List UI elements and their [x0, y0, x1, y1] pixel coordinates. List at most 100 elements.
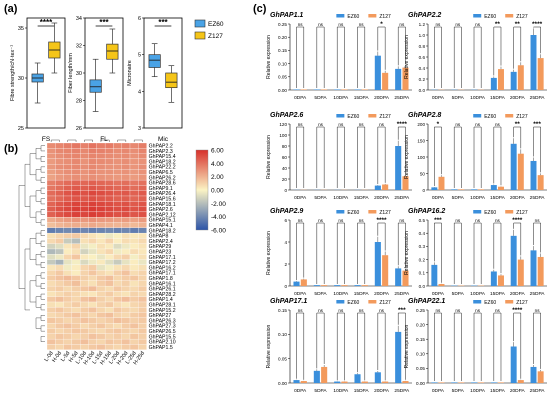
sig-bracket: [397, 126, 406, 174]
x-tick-label: 5DPA: [452, 95, 465, 101]
colorbar-tick-label: 4.00: [211, 161, 224, 168]
heatmap-cell: [71, 179, 81, 186]
legend-label-Z127: Z127: [516, 14, 528, 20]
heatmap-cell: [96, 333, 106, 340]
heatmap-cell: [55, 254, 64, 260]
y-tick-label: 0.25: [416, 308, 425, 313]
sig-marker: ns: [338, 122, 344, 127]
heatmap-cell: [138, 344, 147, 350]
heatmap-cell: [63, 275, 73, 281]
heatmap-cell: [129, 195, 139, 202]
heatmap-cell: [121, 217, 131, 223]
heatmap-cell: [55, 317, 64, 324]
heatmap-cell: [129, 248, 139, 255]
bar-Z127: [498, 186, 504, 190]
sig-bracket: [434, 222, 442, 283]
heatmap-cell: [46, 217, 56, 223]
heatmap-cell: [96, 243, 106, 250]
legend-label-Z127: Z127: [379, 300, 391, 306]
bar-EZ60: [471, 382, 477, 383]
heatmap-cell: [121, 301, 131, 308]
heatmap-cell: [55, 338, 64, 345]
box-Z127: [106, 43, 119, 60]
bar-Z127: [321, 89, 328, 90]
heatmap-row-label: GhPAP26.4: [149, 191, 176, 197]
bar-EZ60: [313, 285, 320, 286]
legend-label-Z127: Z127: [208, 33, 223, 40]
heatmap-cell: [46, 333, 56, 340]
sig-marker: ns: [379, 308, 385, 313]
legend-swatch-EZ60: [194, 19, 206, 28]
sig-marker: ns: [475, 218, 481, 223]
sig-marker: ns: [318, 218, 324, 223]
sig-marker: ns: [298, 308, 304, 313]
heatmap-row-label: GhPAP27.3: [149, 324, 176, 330]
heatmap-row-label: GhPAP2.6: [149, 207, 173, 213]
heatmap-row-label: GhPAP17.1: [149, 255, 176, 261]
sig-bracket: [434, 126, 442, 187]
x-tick-label: 25DPA: [394, 95, 410, 101]
y-tick-label: 25: [18, 126, 24, 132]
heatmap-row-label: GhPAP26.1: [149, 287, 176, 293]
y-tick-label: 150: [417, 138, 425, 143]
heatmap-cell: [104, 195, 114, 202]
sig-bracket: [296, 222, 305, 281]
heatmap-cell: [113, 158, 122, 165]
y-tick-label: 30: [18, 76, 24, 82]
bar-Z127: [402, 67, 409, 90]
bar-Z127: [438, 284, 445, 286]
heatmap-cell: [96, 317, 106, 324]
heatmap-cell: [55, 323, 64, 329]
y-tick-label: 0.15: [278, 308, 287, 313]
x-axis-label: FS: [42, 136, 51, 143]
y-tick-label: 0.6: [419, 55, 426, 60]
heatmap-cell: [63, 206, 73, 213]
x-tick-label: 0DPA: [432, 388, 445, 394]
heatmap-cell: [46, 153, 56, 160]
sig-marker: ns: [455, 308, 461, 313]
heatmap-cell: [129, 259, 139, 266]
heatmap-row-label: GhPAP28.1: [149, 303, 176, 309]
heatmap-cell: [113, 338, 122, 345]
x-tick-label: 20DPA: [374, 291, 390, 297]
heatmap-cell: [129, 333, 139, 340]
heatmap-cell: [121, 243, 131, 250]
sig-bracket: [357, 222, 366, 284]
sig-bracket: [377, 222, 386, 251]
y-tick-label: 0.05: [416, 366, 425, 371]
y-tick-label: 40: [282, 166, 288, 171]
x-tick-label: 10DPA: [333, 291, 349, 297]
heatmap-cell: [71, 164, 81, 170]
sig-bracket: [296, 312, 305, 380]
heatmap-cell: [88, 291, 97, 297]
legend-label-EZ60: EZ60: [347, 210, 359, 216]
heatmap-cell: [138, 301, 147, 308]
x-tick-label: 15DPA: [354, 388, 370, 394]
heatmap-cell: [71, 285, 81, 292]
heatmap-cell: [113, 222, 122, 228]
sig-bracket: [473, 126, 482, 188]
heatmap-cell: [71, 243, 81, 250]
legend-label-Z127: Z127: [379, 14, 391, 20]
heatmap-cell: [88, 280, 97, 287]
x-tick-label: 10DPA: [333, 195, 349, 201]
sig-bracket: [336, 222, 345, 284]
sig-bracket: [336, 126, 345, 188]
sig-bracket: [397, 312, 406, 380]
sig-bracket: [316, 222, 325, 284]
sig-marker: **: [515, 21, 521, 28]
heatmap-cell: [96, 254, 106, 260]
heatmap-cell: [129, 185, 139, 191]
bar-Z127: [498, 69, 504, 90]
y-tick-label: 0.25: [278, 22, 287, 27]
heatmap-cell: [46, 211, 56, 218]
heatmap-cell: [104, 227, 114, 234]
heatmap-cell: [46, 174, 56, 181]
heatmap-cell: [46, 307, 56, 313]
bar-Z127: [300, 89, 307, 90]
heatmap-cell: [121, 285, 131, 292]
heatmap-cell: [55, 164, 64, 170]
heatmap-cell: [96, 338, 106, 345]
heatmap-cell: [71, 312, 81, 319]
heatmap-row-label: GhPAP2.2: [149, 144, 173, 150]
